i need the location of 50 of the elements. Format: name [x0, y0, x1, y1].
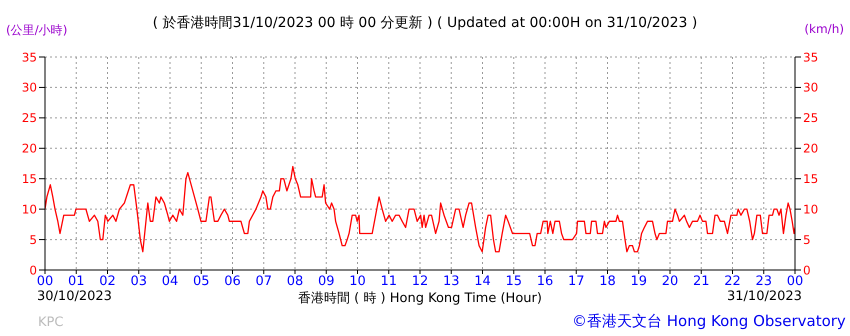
x-tick-label: 14: [474, 274, 491, 290]
x-tick-label: 02: [99, 274, 116, 290]
x-tick-label: 01: [68, 274, 85, 290]
x-tick-label: 13: [442, 274, 460, 290]
x-tick-label: 23: [755, 274, 772, 290]
y2-tick-label: 10: [803, 202, 818, 216]
text: 30/10/2023: [37, 289, 112, 304]
y-tick-label: 5: [29, 232, 37, 247]
x-tick-label: 18: [599, 274, 616, 290]
y-tick-label: 35: [22, 50, 37, 64]
x-tick-label: 15: [505, 274, 522, 290]
x-tick-label: 12: [412, 274, 428, 290]
x-tick-label: 08: [286, 274, 304, 290]
x-tick-label: 03: [130, 274, 148, 290]
x-tick-label: 11: [380, 274, 398, 290]
x-tick-label: 17: [568, 274, 585, 290]
x-tick-label: 06: [224, 274, 241, 290]
y2-tick-label: 25: [803, 111, 818, 126]
x-tick-label: 22: [724, 274, 741, 290]
x-axis-title: 香港時間 ( 時 ) Hong Kong Time (Hour): [298, 291, 542, 306]
chart-title: ( 於香港時間31/10/2023 00 時 00 分更新 ) ( Updated at 00:00H on 31/10/2023 ): [152, 15, 698, 31]
x-tick-label: 07: [255, 274, 272, 290]
y-axis-title: (公里/小時): [6, 22, 68, 39]
x-tick-label: 05: [192, 274, 210, 290]
x-tick-label: 21: [692, 274, 710, 290]
y-tick-label: 20: [22, 142, 37, 156]
x-tick-label: 00: [36, 274, 54, 290]
y2-tick-label: 15: [803, 172, 818, 186]
y2-tick-label: 20: [803, 142, 818, 156]
y2-tick-label: 5: [803, 232, 811, 247]
x-tick-label: 09: [318, 274, 335, 290]
text: 31/10/2023: [727, 289, 802, 304]
x-tick-label: 00: [786, 274, 804, 290]
y-tick-label: 15: [22, 172, 37, 186]
y2-tick-label: 30: [803, 80, 818, 95]
y2-tick-label: 35: [803, 50, 818, 64]
y2-axis-title: (km/h): [804, 22, 844, 36]
y-tick-label: 30: [22, 80, 37, 95]
x-tick-label: 19: [630, 274, 648, 290]
text: KPC: [38, 315, 64, 330]
x-tick-label: 16: [536, 274, 554, 290]
y-tick-label: 10: [22, 202, 37, 216]
line-series: [45, 166, 795, 252]
x-tick-label: 04: [162, 274, 178, 290]
text: ©香港天文台 Hong Kong Observatory: [572, 312, 846, 331]
y-tick-label: 25: [22, 111, 37, 126]
x-tick-label: 10: [349, 274, 366, 290]
y2-tick-label: 0: [803, 263, 811, 278]
x-tick-label: 20: [662, 274, 678, 290]
y-tick-label: 0: [29, 263, 37, 278]
